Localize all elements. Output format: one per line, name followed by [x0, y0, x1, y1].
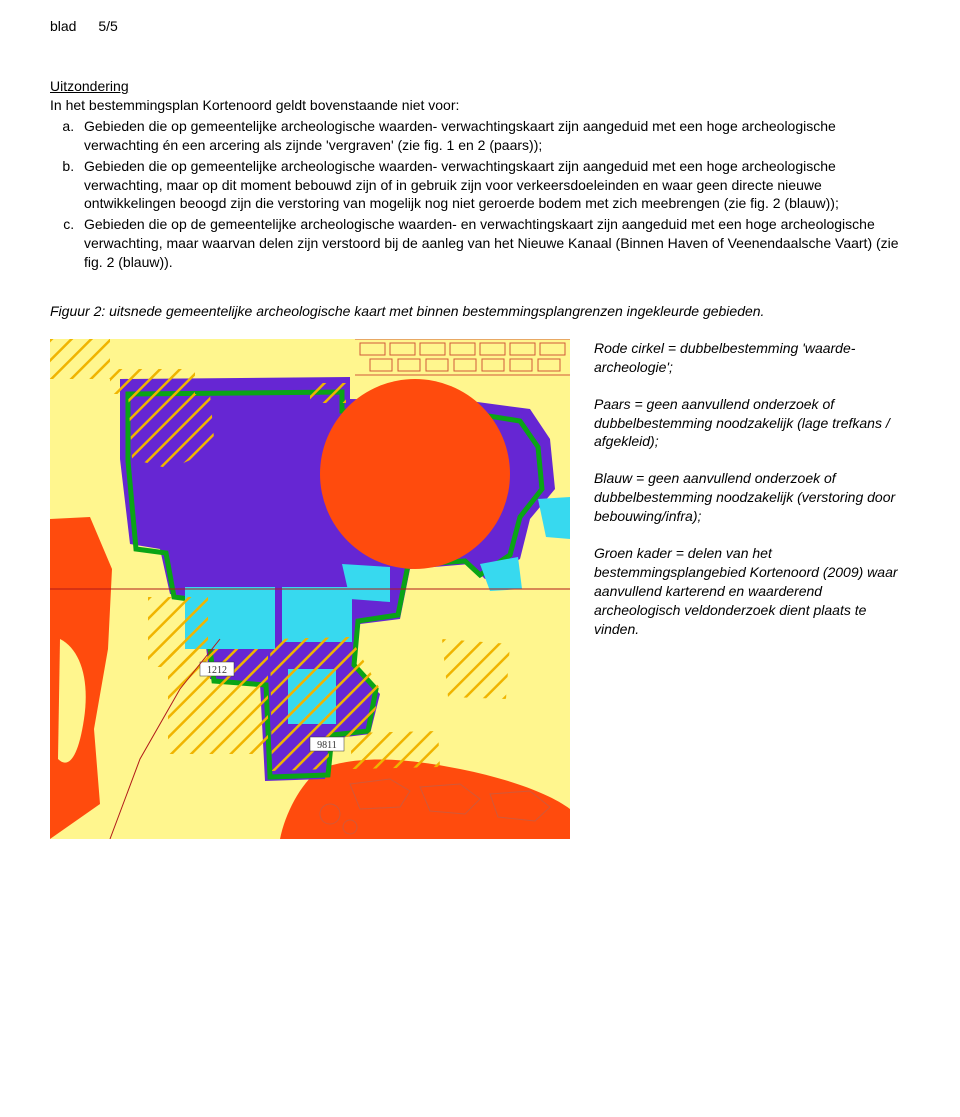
- map-label-2: 9811: [317, 740, 337, 751]
- map-svg: 1212 9811: [50, 339, 570, 839]
- map-label-1: 1212: [207, 665, 227, 676]
- exception-intro: In het bestemmingsplan Kortenoord geldt …: [50, 96, 910, 115]
- legend-item-purple: Paars = geen aanvullend onderzoek of dub…: [594, 395, 910, 452]
- page-header: blad 5/5: [50, 18, 910, 34]
- exception-item-b: Gebieden die op gemeentelijke archeologi…: [78, 157, 910, 214]
- document-page: blad 5/5 Uitzondering In het bestemmings…: [0, 0, 960, 1117]
- exception-item-c: Gebieden die op de gemeentelijke archeol…: [78, 215, 910, 272]
- header-page-number: 5/5: [98, 18, 117, 34]
- section-title-uitzondering: Uitzondering: [50, 78, 910, 94]
- legend-item-blue: Blauw = geen aanvullend onderzoek of dub…: [594, 469, 910, 526]
- figure-caption: Figuur 2: uitsnede gemeentelijke archeol…: [50, 302, 910, 321]
- exception-list: Gebieden die op gemeentelijke archeologi…: [50, 117, 910, 272]
- exception-item-a: Gebieden die op gemeentelijke archeologi…: [78, 117, 910, 155]
- legend-item-red: Rode cirkel = dubbelbestemming 'waarde-a…: [594, 339, 910, 377]
- map-figure: 1212 9811: [50, 339, 570, 839]
- figure-wrap: 1212 9811 Rode cirkel = dubbelbestemming…: [50, 339, 910, 839]
- figure-legend: Rode cirkel = dubbelbestemming 'waarde-a…: [594, 339, 910, 657]
- header-label: blad: [50, 18, 76, 34]
- legend-item-green: Groen kader = delen van het bestemmingsp…: [594, 544, 910, 638]
